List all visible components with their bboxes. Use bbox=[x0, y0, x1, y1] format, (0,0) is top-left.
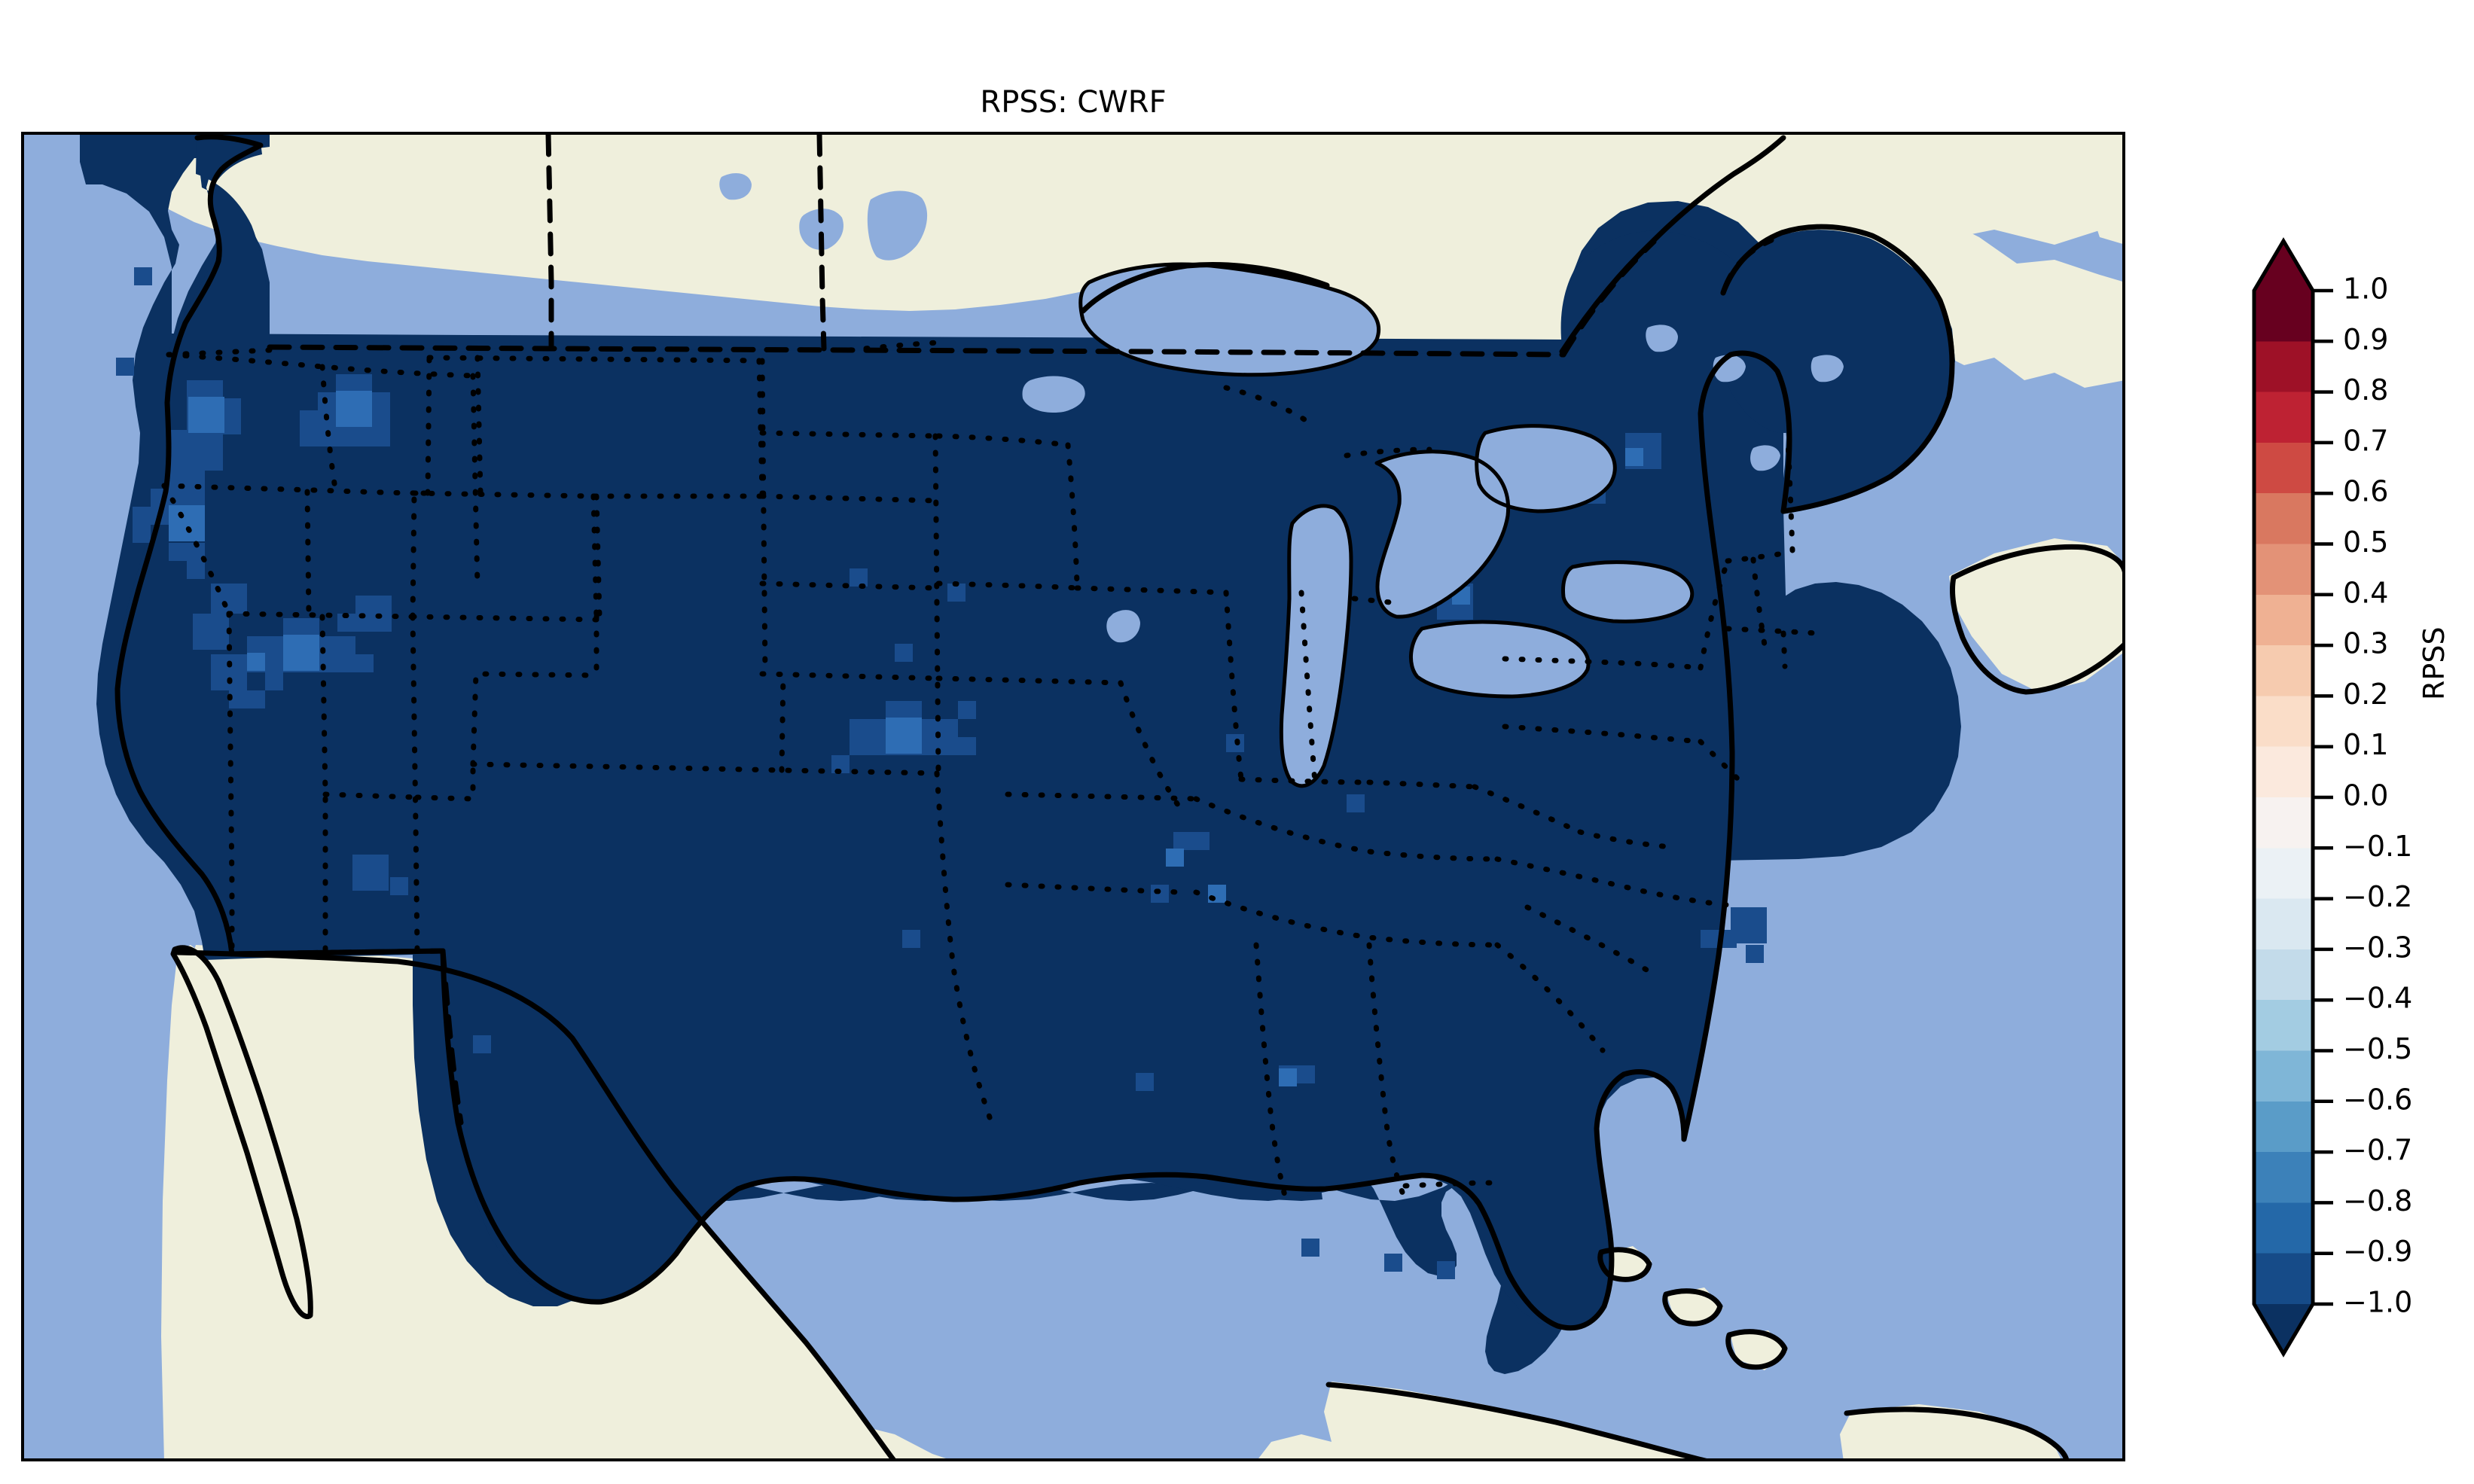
cb-tick-20: −1.0 bbox=[2343, 1286, 2412, 1319]
cb-tick-12: −0.2 bbox=[2343, 880, 2412, 913]
cb-tick-11: −0.1 bbox=[2343, 830, 2412, 863]
colorbar-axis-label: RPSS bbox=[2418, 626, 2451, 700]
cb-tick-15: −0.5 bbox=[2343, 1032, 2412, 1065]
colorbar-ticks bbox=[2313, 288, 2333, 1306]
colorbar-extend-high bbox=[2254, 241, 2313, 291]
land-nova-scotia bbox=[1949, 538, 2123, 693]
cb-tick-8: 0.2 bbox=[2343, 678, 2388, 711]
cb-tick-17: −0.7 bbox=[2343, 1134, 2412, 1167]
map-svg bbox=[23, 134, 2123, 1459]
cb-tick-14: −0.4 bbox=[2343, 982, 2412, 1015]
cb-tick-19: −0.9 bbox=[2343, 1235, 2412, 1268]
cb-tick-18: −0.8 bbox=[2343, 1184, 2412, 1217]
colorbar-svg: 1.0 0.9 0.8 0.7 0.6 0.5 0.4 0.3 0.2 0.1 … bbox=[2252, 237, 2412, 1358]
cb-tick-10: 0.0 bbox=[2343, 779, 2388, 812]
cb-tick-6: 0.4 bbox=[2343, 576, 2388, 609]
cb-tick-3: 0.7 bbox=[2343, 424, 2388, 457]
cb-tick-2: 0.8 bbox=[2343, 373, 2388, 407]
land-canada bbox=[93, 134, 2123, 388]
country-borders bbox=[229, 134, 1774, 1126]
great-lakes bbox=[719, 173, 1844, 786]
state-borders bbox=[161, 340, 1820, 1204]
cb-tick-9: 0.1 bbox=[2343, 728, 2388, 761]
cb-tick-4: 0.6 bbox=[2343, 475, 2388, 508]
cb-tick-1: 0.9 bbox=[2343, 323, 2388, 356]
map-axes[interactable] bbox=[21, 132, 2125, 1461]
data-cells-light bbox=[169, 391, 1643, 1086]
cb-tick-16: −0.6 bbox=[2343, 1083, 2412, 1116]
land-cuba bbox=[1324, 1382, 1699, 1459]
land-hispaniola bbox=[1840, 1404, 2061, 1459]
colorbar[interactable]: 1.0 0.9 0.8 0.7 0.6 0.5 0.4 0.3 0.2 0.1 … bbox=[2248, 226, 2474, 1370]
cb-tick-5: 0.5 bbox=[2343, 526, 2388, 559]
cb-tick-0: 1.0 bbox=[2343, 273, 2388, 306]
cb-tick-7: 0.3 bbox=[2343, 627, 2388, 660]
figure-title-line-1: RPSS: CWRF bbox=[980, 85, 1167, 120]
colorbar-segments bbox=[2254, 291, 2313, 1304]
cb-tick-13: −0.3 bbox=[2343, 931, 2412, 964]
colorbar-tick-labels: 1.0 0.9 0.8 0.7 0.6 0.5 0.4 0.3 0.2 0.1 … bbox=[2343, 273, 2412, 1319]
land-newfoundland-tip bbox=[2085, 178, 2123, 245]
colorbar-extend-low bbox=[2254, 1304, 2313, 1354]
